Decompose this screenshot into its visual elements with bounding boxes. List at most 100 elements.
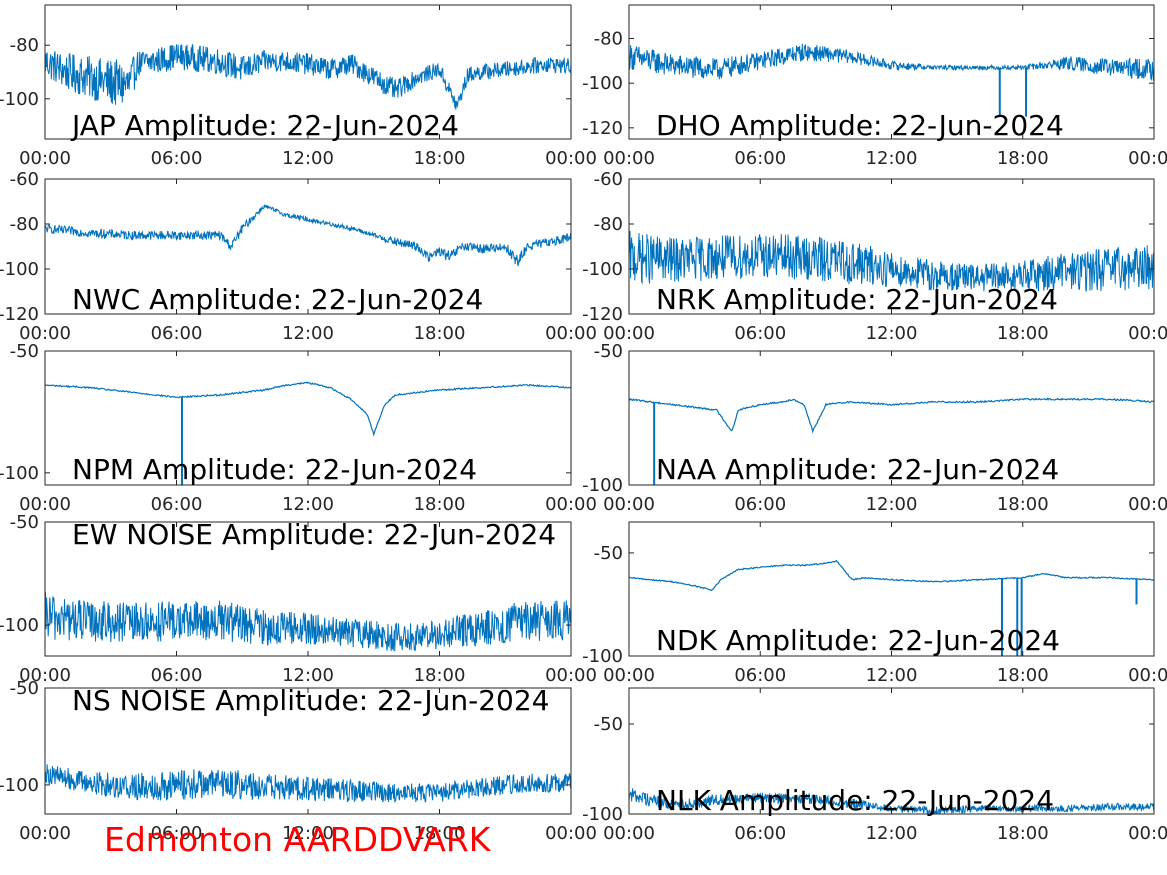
x-tick-label: 00:00	[545, 494, 597, 515]
x-tick-label: 00:00	[1128, 665, 1167, 686]
station-title: Edmonton AARDDVARK	[104, 820, 491, 859]
chart-panel-8: 00:00 06:00 12:00 18:00 00:00 -50 -100 NS NOISE…	[0, 678, 597, 844]
x-tick-label: 12:00	[866, 823, 918, 844]
series-trace	[45, 204, 571, 267]
x-tick-label: 06:00	[734, 823, 786, 844]
x-tick-label: 00:00	[545, 323, 597, 344]
y-tick-label: -100	[582, 646, 623, 667]
series-line	[45, 381, 571, 437]
x-tick-label: 00:00	[603, 823, 655, 844]
x-tick-label: 06:00	[734, 148, 786, 169]
x-tick-label: 18:00	[997, 148, 1049, 169]
x-tick-label: 18:00	[997, 823, 1049, 844]
y-tick-label: -50	[594, 341, 623, 362]
y-tick-label: -50	[594, 543, 623, 564]
x-tick-label: 00:00	[545, 823, 597, 844]
chart-panel-4: 00:00 06:00 12:00 18:00 00:00 -50 -100 NPM Ampl…	[0, 341, 597, 515]
y-tick-label: -80	[10, 35, 39, 56]
x-tick-label: 00:00	[19, 494, 71, 515]
chart-panel-6: 00:00 06:00 12:00 18:00 00:00 -50 -100 EW NOISE…	[0, 512, 597, 686]
y-tick-label: -100	[0, 775, 39, 796]
series-line	[45, 44, 571, 110]
x-tick-label: 12:00	[866, 665, 918, 686]
x-tick-label: 18:00	[997, 665, 1049, 686]
x-tick-label: 00:00	[603, 494, 655, 515]
x-tick-label: 12:00	[282, 323, 334, 344]
panel-title: JAP Amplitude: 22-Jun-2024	[70, 109, 459, 142]
series-trace	[629, 397, 1154, 485]
series-trace	[45, 592, 571, 652]
series-trace	[629, 230, 1154, 292]
chart-panel-1: 00:00 06:00 12:00 18:00 00:00 -80 -100 -120 DHO …	[582, 4, 1167, 169]
series-line	[45, 204, 571, 267]
panel-title: NPM Amplitude: 22-Jun-2024	[72, 453, 477, 486]
chart-panel-2: 00:00 06:00 12:00 18:00 00:00 -60 -80 -100 -120 N…	[0, 169, 597, 344]
x-tick-label: 12:00	[282, 665, 334, 686]
panel-title: NLK Amplitude: 22-Jun-2024	[656, 784, 1054, 817]
x-tick-label: 00:00	[1128, 148, 1167, 169]
x-tick-label: 06:00	[151, 148, 203, 169]
y-tick-label: -80	[594, 29, 623, 50]
panel-title: NRK Amplitude: 22-Jun-2024	[656, 283, 1058, 316]
y-tick-label: -80	[10, 214, 39, 235]
series-trace	[45, 44, 571, 110]
series-line	[629, 397, 1154, 434]
x-tick-label: 12:00	[866, 323, 918, 344]
x-tick-label: 00:00	[603, 665, 655, 686]
x-tick-label: 00:00	[19, 323, 71, 344]
x-tick-label: 18:00	[414, 665, 466, 686]
y-tick-label: -50	[594, 714, 623, 735]
series-trace	[629, 788, 1154, 814]
y-tick-label: -60	[10, 169, 39, 190]
x-tick-label: 00:00	[545, 665, 597, 686]
chart-panel-5: 00:00 06:00 12:00 18:00 00:00 -50 -100 NAA Ampl…	[582, 341, 1167, 515]
x-tick-label: 18:00	[997, 494, 1049, 515]
x-tick-label: 06:00	[734, 665, 786, 686]
x-tick-label: 18:00	[414, 148, 466, 169]
y-tick-label: -100	[0, 259, 39, 280]
x-tick-label: 06:00	[151, 323, 203, 344]
x-tick-label: 00:00	[19, 148, 71, 169]
series-trace	[629, 559, 1154, 656]
x-tick-label: 18:00	[997, 323, 1049, 344]
x-tick-label: 06:00	[734, 323, 786, 344]
series-line	[629, 788, 1154, 814]
series-trace	[45, 764, 571, 803]
y-tick-label: -100	[582, 475, 623, 496]
x-tick-label: 18:00	[414, 494, 466, 515]
y-tick-label: -50	[10, 678, 39, 699]
x-tick-label: 00:00	[545, 148, 597, 169]
x-tick-label: 00:00	[19, 665, 71, 686]
y-tick-label: -100	[0, 463, 39, 484]
chart-panel-0: 00:00 06:00 12:00 18:00 00:00 -80 -100 JAP Ampl…	[0, 4, 597, 169]
chart-panel-9: 00:00 06:00 12:00 18:00 00:00 -50 -100 NLK Ampl…	[582, 687, 1167, 844]
x-tick-label: 00:00	[603, 323, 655, 344]
y-tick-label: -100	[582, 259, 623, 280]
y-tick-label: -120	[0, 304, 39, 325]
y-tick-label: -120	[582, 118, 623, 139]
x-tick-label: 18:00	[414, 323, 466, 344]
series-line	[45, 764, 571, 803]
y-tick-label: -50	[10, 512, 39, 533]
panel-title: NWC Amplitude: 22-Jun-2024	[72, 283, 483, 316]
series-line	[629, 230, 1154, 292]
y-tick-label: -60	[594, 169, 623, 190]
x-tick-label: 00:00	[19, 823, 71, 844]
panel-title: NDK Amplitude: 22-Jun-2024	[656, 624, 1060, 657]
panel-title: DHO Amplitude: 22-Jun-2024	[656, 109, 1064, 142]
x-tick-label: 18:00	[414, 823, 466, 844]
series-trace	[45, 381, 571, 485]
x-tick-label: 12:00	[866, 494, 918, 515]
y-tick-label: -50	[10, 341, 39, 362]
panel-title: NAA Amplitude: 22-Jun-2024	[656, 453, 1059, 486]
x-tick-label: 12:00	[282, 823, 334, 844]
x-tick-label: 06:00	[151, 823, 203, 844]
x-tick-label: 00:00	[1128, 323, 1167, 344]
chart-panel-3: 00:00 06:00 12:00 18:00 00:00 -60 -80 -100 -120 N…	[582, 169, 1167, 344]
series-line	[629, 43, 1154, 82]
panel-title: EW NOISE Amplitude: 22-Jun-2024	[72, 518, 556, 551]
chart-panel-7: 00:00 06:00 12:00 18:00 00:00 -50 -100 NDK Ampl…	[582, 521, 1167, 686]
x-tick-label: 00:00	[1128, 823, 1167, 844]
y-tick-label: -100	[0, 615, 39, 636]
